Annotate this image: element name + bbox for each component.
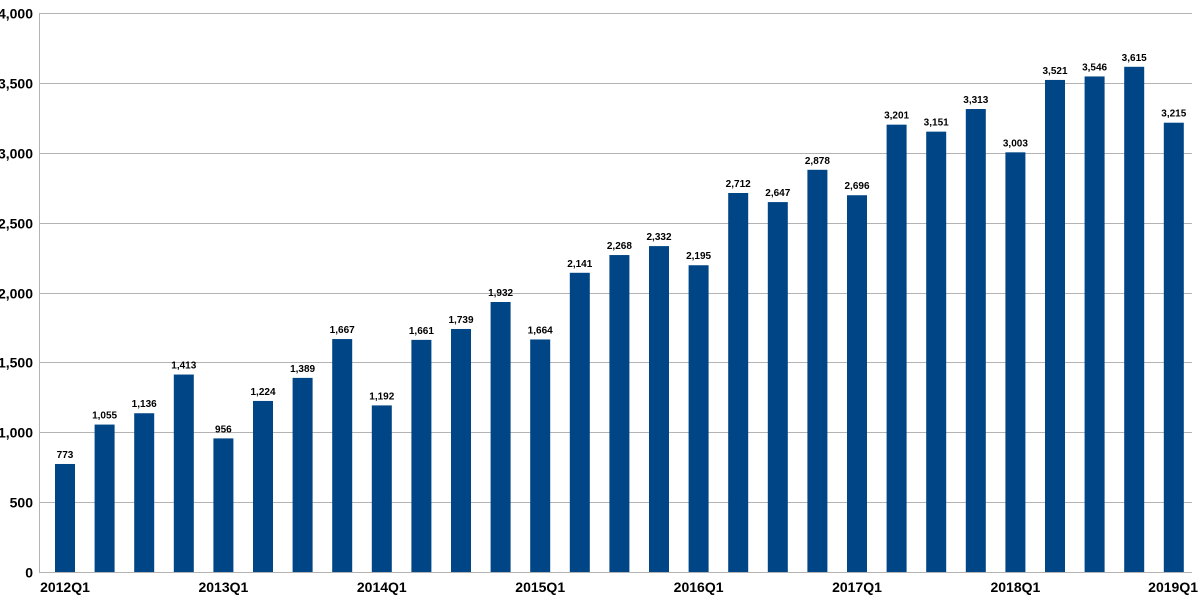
bar [569, 272, 590, 572]
data-label: 3,201 [884, 111, 909, 122]
x-tick-label: 2019Q1 [1148, 579, 1198, 595]
bar [609, 255, 630, 572]
bar [1045, 79, 1065, 572]
bar [926, 131, 947, 572]
bars [55, 66, 1184, 573]
bar [1005, 152, 1026, 572]
bar [332, 339, 353, 572]
data-label: 2,696 [844, 181, 869, 192]
data-label: 1,664 [528, 325, 553, 336]
y-tick-label: 4,000 [0, 6, 33, 22]
bar [253, 400, 273, 572]
bar [292, 377, 313, 572]
bar [213, 438, 234, 572]
data-label: 1,661 [409, 326, 434, 337]
data-label: 3,546 [1082, 62, 1107, 73]
data-label: 2,141 [567, 259, 592, 270]
y-tick-label: 1,000 [0, 425, 33, 441]
bar [649, 246, 669, 572]
bar [965, 109, 986, 573]
bar [371, 405, 392, 572]
x-axis-tick-labels: 2012Q1 2013Q1 2014Q1 2015Q1 2016Q1 2017Q1 2018… [40, 579, 1198, 595]
bar [134, 413, 155, 572]
y-tick-label: 2,500 [0, 216, 33, 232]
data-label: 2,712 [726, 179, 751, 190]
data-label: 2,268 [607, 241, 632, 252]
data-label: 3,003 [1003, 138, 1028, 149]
data-labels: 773 1,055 1,136 1,413 956 1,224 1,389 1,667 1,19… [57, 53, 1187, 461]
x-tick-label: 2014Q1 [357, 579, 407, 595]
data-label: 3,521 [1042, 66, 1067, 77]
data-label: 1,413 [171, 361, 196, 372]
bar [886, 124, 907, 572]
bar [847, 195, 867, 572]
data-label: 773 [57, 450, 74, 461]
bar [1163, 122, 1184, 573]
data-label: 3,313 [963, 95, 988, 106]
data-label: 3,151 [924, 118, 949, 129]
bar [728, 192, 749, 573]
bar [173, 374, 194, 572]
bar [451, 328, 471, 572]
x-tick-label: 2016Q1 [674, 579, 724, 595]
data-label: 1,932 [488, 288, 513, 299]
data-label: 2,195 [686, 251, 711, 262]
y-axis-tick-labels: 0 500 1,000 1,500 2,000 2,500 3,000 3,500 4,000 [0, 6, 33, 581]
data-label: 1,136 [132, 399, 157, 410]
data-label: 1,192 [369, 391, 394, 402]
data-label: 1,224 [250, 387, 275, 398]
x-tick-label: 2012Q1 [40, 579, 90, 595]
bar [55, 463, 75, 572]
y-tick-label: 500 [10, 495, 34, 511]
data-label: 2,332 [646, 232, 671, 243]
data-label: 1,667 [330, 325, 355, 336]
y-tick-label: 0 [25, 565, 33, 581]
data-label: 2,647 [765, 188, 790, 199]
data-label: 956 [215, 424, 232, 435]
bar [688, 265, 709, 572]
x-tick-label: 2015Q1 [515, 579, 565, 595]
y-tick-label: 3,000 [0, 146, 33, 162]
y-tick-label: 1,500 [0, 355, 33, 371]
y-tick-label: 2,000 [0, 286, 33, 302]
bar [490, 302, 511, 572]
data-label: 3,215 [1161, 109, 1186, 120]
bar [94, 424, 115, 572]
bar [530, 339, 551, 572]
data-label: 1,055 [92, 411, 117, 422]
data-label: 1,389 [290, 364, 315, 375]
x-tick-label: 2017Q1 [832, 579, 882, 595]
data-label: 3,615 [1122, 53, 1147, 64]
x-tick-label: 2018Q1 [990, 579, 1040, 595]
bar [411, 339, 432, 572]
data-label: 1,739 [448, 315, 473, 326]
bar [1084, 76, 1105, 572]
bar [1124, 66, 1145, 573]
data-label: 2,878 [805, 156, 830, 167]
bar [807, 169, 828, 572]
x-tick-label: 2013Q1 [198, 579, 248, 595]
bar [767, 202, 788, 572]
y-tick-label: 3,500 [0, 76, 33, 92]
